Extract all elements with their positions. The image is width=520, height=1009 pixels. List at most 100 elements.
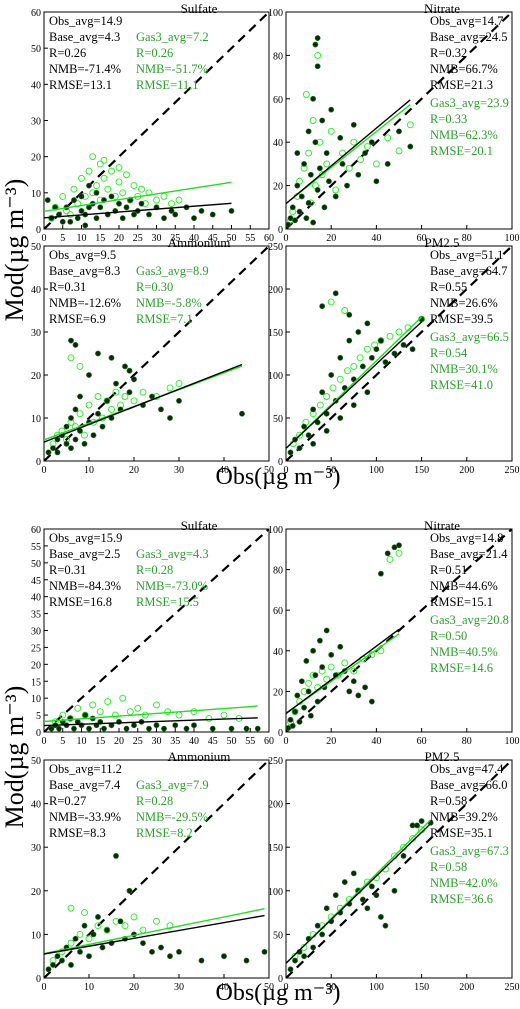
base-point: [332, 892, 339, 899]
base-stat-text: R=0.32: [430, 46, 467, 60]
y-tick-label: 35: [31, 610, 41, 621]
base-point: [346, 688, 353, 695]
base-point: [396, 128, 402, 135]
base-point: [312, 139, 319, 146]
x-tick-label: 20: [114, 736, 124, 747]
base-point: [301, 160, 307, 167]
axis-frame: [285, 11, 513, 230]
y-tick-label: 0: [36, 457, 41, 468]
base-point: [77, 393, 83, 400]
x-tick-label: 40: [189, 736, 199, 747]
base-point: [337, 643, 344, 650]
x-tick-label: 0: [284, 465, 289, 476]
gas3-point: [67, 354, 75, 362]
axis-frame: [285, 245, 513, 462]
base-point: [396, 542, 402, 549]
base-stat-text: RMSE=15.1: [430, 595, 493, 609]
x-tick-label: 250: [505, 982, 520, 993]
gas3-point: [76, 410, 84, 418]
gas3-point: [377, 647, 385, 655]
base-point: [326, 178, 332, 185]
base-point: [328, 651, 335, 658]
base-point: [328, 106, 335, 113]
base-point: [176, 397, 182, 404]
base-stat-text: RMSE=35.1: [430, 826, 493, 840]
gas3-point: [130, 182, 138, 190]
y-axis-title-block-2: Mod(µg m⁻³): [0, 686, 29, 829]
y-tick-label: 0: [36, 225, 41, 236]
base-point: [384, 160, 391, 167]
y-tick-label: 40: [31, 593, 41, 604]
x-tick-label: 5: [60, 736, 65, 747]
gas3-point: [205, 715, 213, 722]
base-stat-text: R=0.31: [49, 563, 86, 577]
base-point: [126, 389, 133, 396]
gas3-point: [85, 167, 93, 175]
x-tick-label: 40: [219, 982, 229, 993]
base-point: [176, 948, 182, 955]
base-point: [77, 948, 83, 955]
gas3-point: [323, 675, 331, 683]
panel-title: PM2.5: [424, 235, 459, 250]
base-point: [81, 440, 88, 447]
x-tick-label: 100: [369, 982, 384, 993]
y-tick-label: 200: [268, 285, 283, 296]
gas3-stat-text: NMB=-73.0%: [136, 579, 208, 593]
base-point: [296, 718, 303, 725]
base-point: [119, 215, 126, 222]
base-point: [99, 423, 106, 430]
base-point: [314, 63, 321, 70]
base-stat-text: NMB=-33.9%: [49, 810, 121, 824]
gas3-point: [76, 362, 84, 370]
x-tick-label: 20: [129, 982, 139, 993]
base-point: [364, 905, 371, 912]
gas3-point: [153, 917, 160, 925]
gas3-point: [190, 708, 198, 716]
base-point: [72, 436, 79, 443]
y-tick-label: 250: [268, 756, 283, 767]
gas3-point: [166, 384, 174, 392]
base-point: [68, 962, 74, 968]
gas3-point: [48, 214, 55, 222]
gas3-point: [350, 362, 358, 370]
base-point: [368, 139, 375, 146]
plot-area: [44, 760, 269, 978]
base-point: [350, 678, 357, 685]
base-point: [97, 204, 104, 211]
plot-area: [286, 529, 512, 732]
y-tick-label: 10: [31, 414, 41, 425]
gas3-stat-text: Gas3_avg=4.3: [136, 547, 209, 561]
base-point: [161, 215, 167, 222]
gas3-point: [121, 922, 129, 930]
base-point: [319, 389, 326, 396]
base-stat-text: RMSE=8.3: [49, 826, 106, 840]
base-point: [373, 892, 380, 899]
x-tick-label: 100: [505, 736, 520, 747]
gas3-point: [305, 149, 313, 157]
base-point: [167, 953, 173, 960]
gas3-point: [356, 354, 364, 362]
gas3-point: [85, 401, 93, 409]
axis-frame: [285, 528, 513, 733]
base-stat-text: Obs_avg=14.9: [49, 14, 122, 28]
base-point: [228, 725, 235, 732]
gas3-point: [166, 922, 174, 930]
base-stat-text: RMSE=39.5: [430, 312, 493, 326]
base-point: [86, 182, 92, 189]
gas3-point: [51, 203, 59, 211]
base-stat-text: R=0.51: [430, 563, 467, 577]
gas3-point: [78, 174, 85, 182]
gas3-point: [100, 174, 108, 182]
gas3-point: [341, 307, 349, 314]
base-point: [108, 354, 115, 361]
base-point: [113, 380, 119, 387]
base-point: [72, 406, 79, 413]
y-tick-label: 20: [273, 182, 283, 193]
base-point: [131, 211, 137, 218]
x-tick-label: 0: [284, 233, 289, 244]
one-to-one-line: [44, 246, 269, 461]
base-stat-text: Base_avg=4.3: [49, 30, 120, 44]
gas3-point: [111, 711, 119, 719]
